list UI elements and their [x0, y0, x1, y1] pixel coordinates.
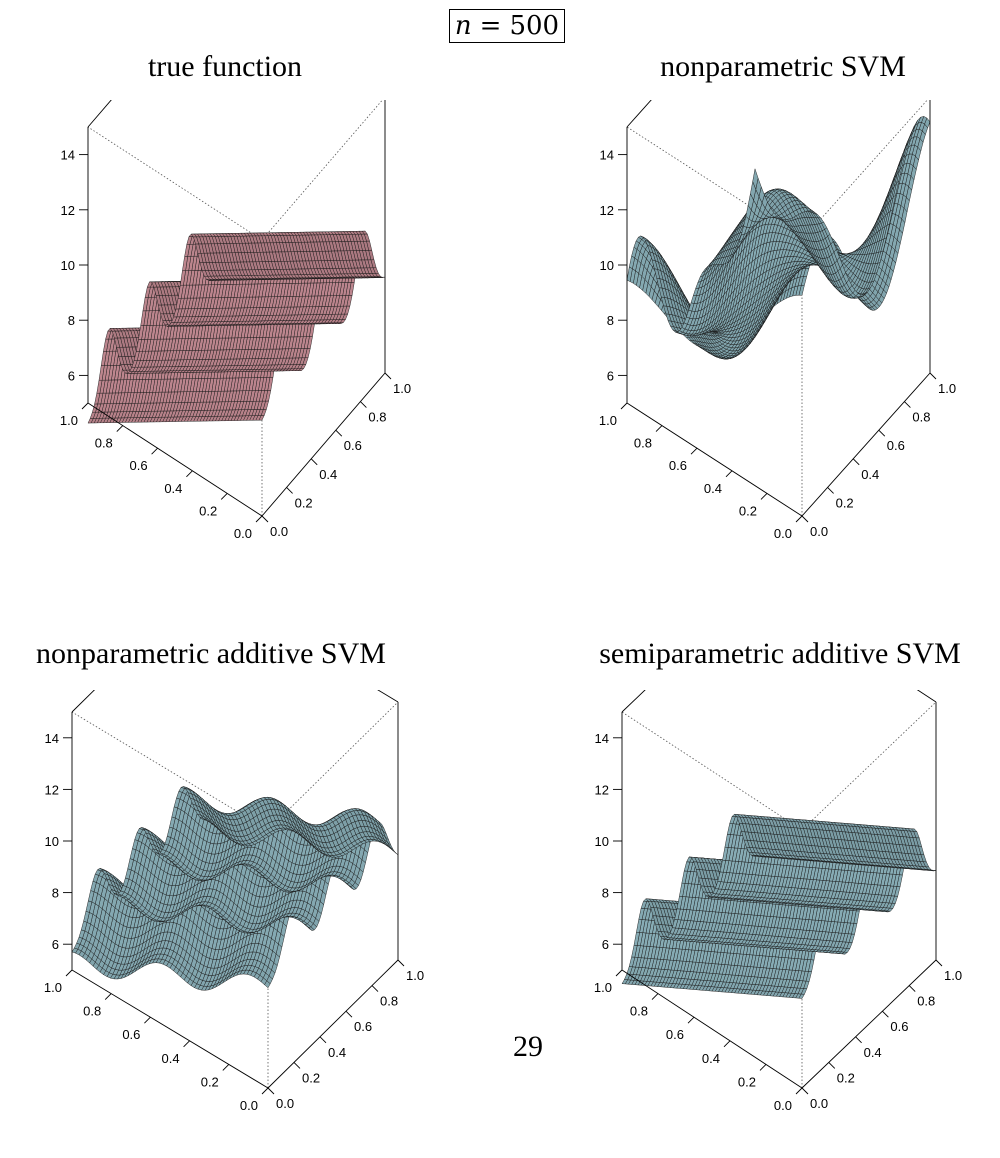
plot-group: 681012140.00.20.40.60.81.00.00.20.40.60.… — [599, 100, 956, 541]
surface-mesh — [626, 116, 931, 360]
sample-size-value: 500 — [509, 11, 560, 41]
surface-facet — [208, 279, 215, 281]
z-tick-label: 8 — [68, 313, 75, 328]
y-tick — [186, 470, 193, 478]
sample-size-box: n = 500 — [449, 9, 565, 43]
y-tick — [151, 447, 158, 455]
x-tick — [384, 372, 392, 380]
y-tick-label: 0.4 — [164, 481, 182, 496]
panel-title-semiparametric-additive-svm: semiparametric additive SVM — [599, 637, 961, 670]
y-tick — [255, 515, 263, 523]
hidden-edge — [801, 100, 928, 241]
panel-title-true-function: true function — [147, 50, 303, 83]
x-tick-label: 1.0 — [393, 381, 411, 396]
hidden-edge — [261, 100, 383, 241]
x-tick-label: 0.6 — [344, 438, 362, 453]
y-tick — [220, 493, 228, 500]
x-tick-label: 0.4 — [319, 467, 337, 482]
sample-size-equals: = — [479, 11, 502, 41]
x-tick — [335, 429, 343, 437]
y-tick — [81, 402, 89, 410]
x-tick — [360, 401, 367, 408]
box-edge — [261, 372, 386, 517]
box-edge — [87, 100, 112, 128]
box-edge — [87, 402, 263, 517]
x-tick — [261, 515, 269, 523]
x-tick — [310, 458, 318, 466]
y-tick — [116, 425, 124, 432]
y-tick-label: 0.8 — [95, 436, 113, 451]
x-tick — [286, 487, 293, 494]
panel-title-nonparametric-additive-svm: nonparametric additive SVM — [36, 637, 386, 670]
x-tick-label: 0.8 — [368, 410, 386, 425]
z-tick-label: 10 — [61, 258, 75, 273]
y-tick-label: 1.0 — [60, 413, 78, 428]
z-tick-label: 12 — [61, 203, 75, 218]
surface-plot-true-function: 6 8 10 12 14 0.0 0.2 0.4 0.6 0.8 1.0 0.0 0.2 0.4 0.6 0.… — [60, 100, 411, 541]
plot-group: 6 8 10 12 14 0.0 0.2 0.4 0.6 0.8 1.0 0.0 0.2 0.4 0.6 0.… — [60, 100, 411, 541]
y-tick-label: 0.2 — [199, 503, 217, 518]
z-tick-label: 6 — [68, 368, 75, 383]
surface-plot-nonparametric-svm: 681012140.00.20.40.60.81.00.00.20.40.60.… — [599, 100, 956, 541]
hidden-edge — [87, 126, 263, 241]
x-tick-label: 0.0 — [270, 524, 288, 539]
y-tick-label: 0.6 — [130, 458, 148, 473]
z-tick-label: 14 — [61, 148, 75, 163]
panel-title-nonparametric-svm: nonparametric SVM — [660, 50, 906, 83]
y-tick-label: 0.0 — [234, 526, 252, 541]
x-tick-label: 0.2 — [295, 495, 313, 510]
sample-size-variable: n — [454, 11, 472, 41]
surface-mesh — [87, 230, 386, 424]
